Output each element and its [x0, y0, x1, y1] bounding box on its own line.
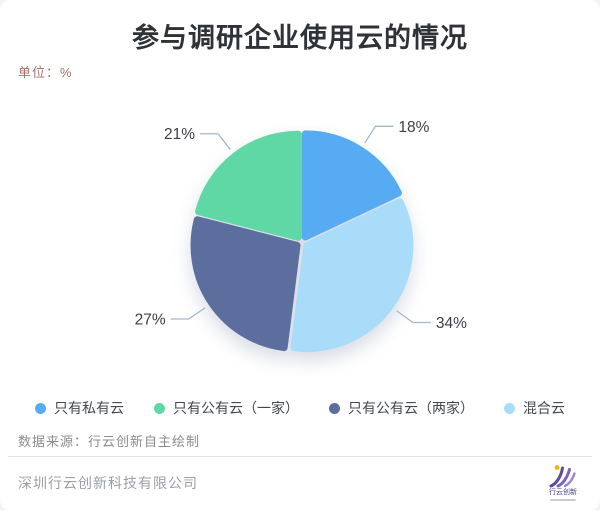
pie-leader-lines: [170, 125, 431, 324]
source-note: 数据来源：行云创新自主绘制: [18, 434, 201, 449]
legend-dot-icon: [504, 402, 515, 414]
legend-item-只有公有云（一家）: 只有公有云（一家）: [154, 398, 299, 418]
unit-label: 单位：%: [18, 65, 73, 80]
pie-slice-混合云: [290, 198, 414, 352]
pie-slices: [190, 130, 414, 352]
legend-label: 混合云: [523, 400, 565, 416]
legend-dot-icon: [154, 402, 165, 414]
legend-dot-icon: [35, 402, 46, 414]
legend-item-只有私有云: 只有私有云: [35, 398, 124, 418]
page-title: 参与调研企业使用云的情况: [132, 23, 468, 53]
logo-swoosh-icon: [549, 465, 576, 488]
legend-label: 只有私有云: [54, 400, 124, 416]
leader-line-只有公有云（一家）: [200, 133, 231, 150]
footer-divider: [8, 456, 592, 457]
pie-slice-只有公有云（一家）: [195, 130, 302, 241]
leader-line-混合云: [396, 310, 431, 324]
company-logo: 行云创新: [540, 464, 586, 501]
logo-subtext-placeholder: [550, 499, 576, 501]
pie-slice-只有私有云: [301, 130, 402, 241]
pie-chart: 18% 34% 27% 21%: [135, 119, 467, 352]
value-label-只有公有云（两家）: 27%: [135, 312, 166, 329]
leader-line-只有私有云: [364, 125, 394, 144]
legend-label: 只有公有云（两家）: [348, 400, 474, 416]
legend-label: 只有公有云（一家）: [173, 400, 299, 416]
pie-value-labels: 18% 34% 27% 21%: [135, 119, 467, 332]
chart-legend: 只有私有云 只有公有云（一家） 只有公有云（两家） 混合云: [0, 398, 600, 418]
company-name: 深圳行云创新科技有限公司: [18, 475, 198, 491]
pie-slice-只有公有云（两家）: [190, 216, 301, 352]
value-label-混合云: 34%: [436, 315, 467, 332]
logo-text: 行云创新: [549, 489, 577, 496]
value-label-只有公有云（一家）: 21%: [164, 126, 195, 143]
legend-item-混合云: 混合云: [504, 398, 565, 418]
leader-line-只有公有云（两家）: [170, 307, 206, 320]
legend-dot-icon: [329, 402, 340, 414]
legend-item-只有公有云（两家）: 只有公有云（两家）: [329, 398, 474, 418]
value-label-只有私有云: 18%: [398, 119, 429, 136]
